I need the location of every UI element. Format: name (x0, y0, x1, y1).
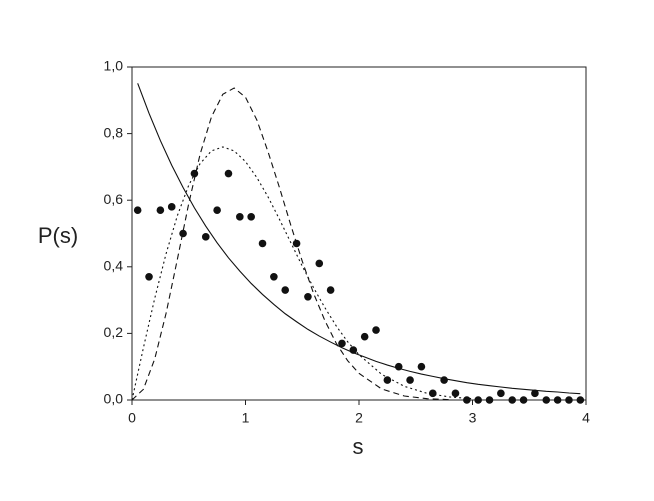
data-point (497, 389, 505, 398)
y-axis-title: P(s) (38, 223, 78, 248)
data-point (304, 292, 312, 301)
data-point (360, 332, 369, 341)
x-tick-label: 1 (242, 410, 250, 426)
x-tick-label: 2 (355, 410, 363, 426)
data-point (201, 233, 210, 241)
y-tick-label: 0,6 (104, 191, 124, 207)
data-point (258, 239, 267, 248)
data-point (372, 326, 380, 334)
data-point (383, 376, 392, 384)
y-tick-label: 0,4 (104, 258, 124, 274)
data-point (326, 286, 335, 294)
data-point (270, 272, 278, 281)
data-point (428, 389, 437, 398)
data-point (542, 396, 551, 404)
data-point (167, 203, 176, 211)
data-point (338, 339, 346, 348)
x-tick-label: 4 (582, 410, 590, 426)
data-point (406, 376, 414, 384)
data-point (224, 169, 233, 178)
y-tick-label: 0,2 (104, 324, 124, 340)
data-point (451, 389, 460, 398)
data-point (553, 396, 562, 404)
data-point (417, 362, 426, 371)
data-point (179, 229, 187, 238)
curve-dotted (131, 146, 473, 401)
data-point (236, 213, 244, 221)
data-point (281, 286, 290, 294)
x-axis-title: s (353, 434, 364, 459)
data-point (156, 206, 165, 214)
data-point (213, 206, 221, 214)
data-point (247, 213, 255, 221)
data-point (463, 396, 471, 404)
curve-solid (137, 83, 581, 395)
data-point (508, 396, 517, 404)
data-point (485, 396, 494, 404)
curve-dashed (131, 87, 450, 401)
y-tick-label: 0,8 (104, 124, 124, 140)
data-point (519, 396, 528, 404)
x-tick-label: 0 (128, 410, 136, 426)
data-point (576, 396, 585, 404)
data-point (315, 259, 324, 268)
data-point (145, 272, 153, 281)
x-tick-label: 3 (469, 410, 477, 426)
y-tick-label: 0,0 (104, 391, 124, 407)
data-point (440, 376, 448, 384)
data-point (531, 389, 539, 398)
data-point (565, 396, 573, 404)
data-point (133, 206, 142, 214)
y-tick-label: 1,0 (104, 58, 124, 74)
plot-frame (131, 66, 587, 401)
data-point (474, 396, 482, 404)
